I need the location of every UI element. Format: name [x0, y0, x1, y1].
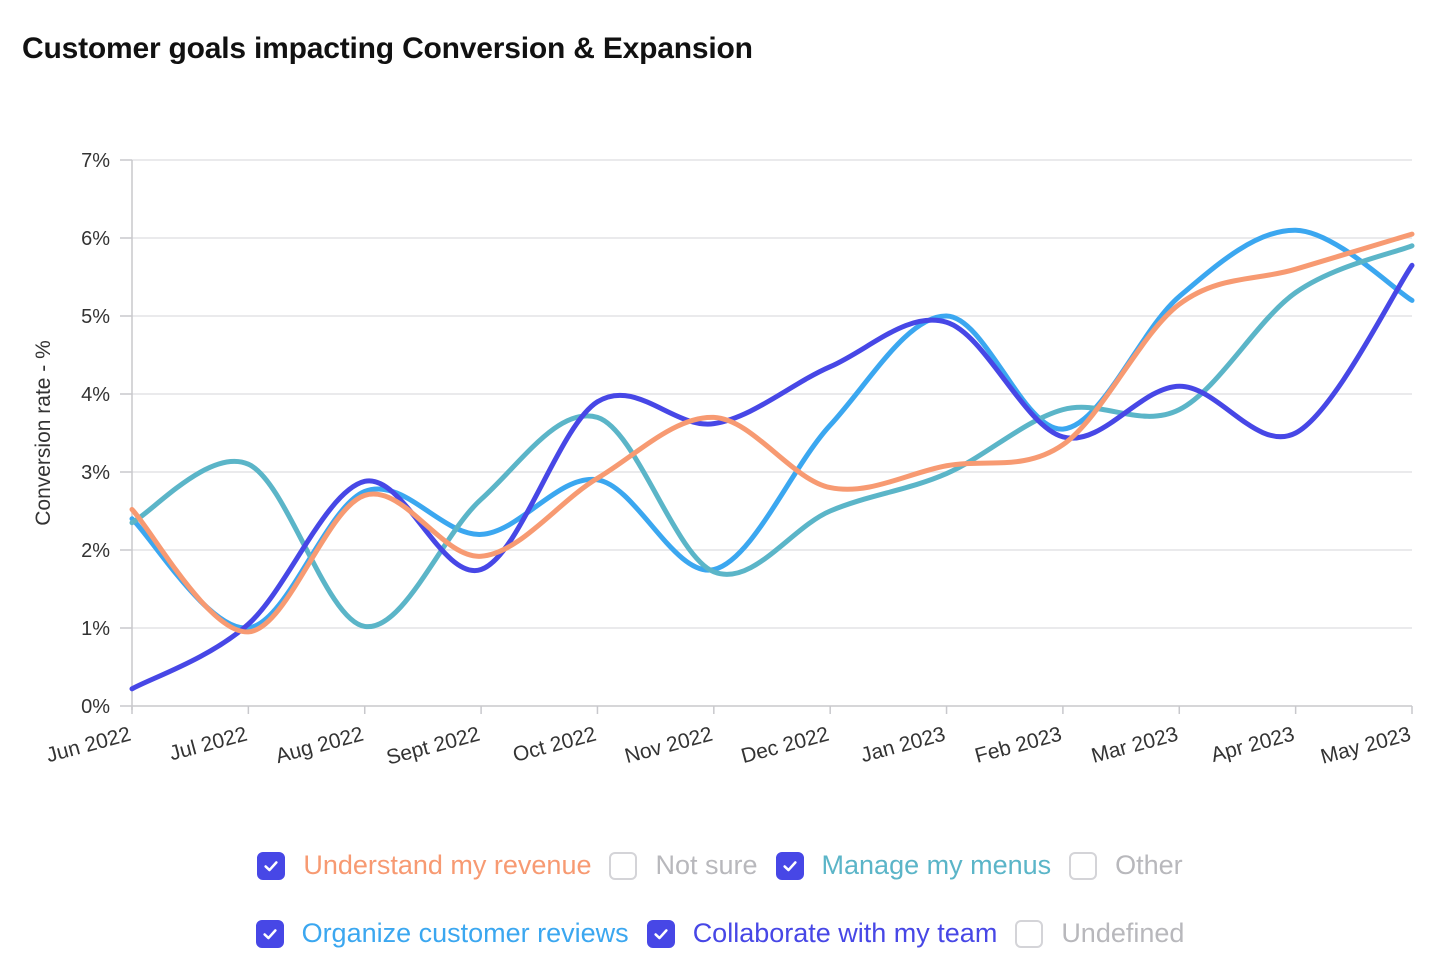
x-tick-label: Sept 2022: [384, 723, 482, 770]
series-line-collaborate-with-my-team: [129, 262, 1415, 692]
chart-title: Customer goals impacting Conversion & Ex…: [22, 32, 753, 65]
x-tick-label: Aug 2022: [273, 723, 366, 768]
series-line-organize-customer-reviews: [129, 227, 1415, 631]
x-tick-label: Dec 2022: [739, 723, 832, 768]
x-tick-label: Nov 2022: [622, 723, 715, 768]
series-lines: [129, 227, 1415, 692]
legend-label: Manage my menus: [821, 850, 1052, 880]
legend-label: Collaborate with my team: [692, 918, 998, 948]
y-tick-label: 1%: [81, 618, 110, 640]
legend-checkbox[interactable]: [646, 919, 675, 948]
legend-item-collaborate-with-my-team[interactable]: Collaborate with my team: [646, 918, 998, 949]
y-tick-label: 4%: [81, 384, 110, 406]
legend-item-other[interactable]: Other: [1069, 850, 1183, 881]
legend-label: Understand my revenue: [303, 850, 592, 880]
y-tick-label: 2%: [81, 540, 110, 562]
y-tick-label: 3%: [81, 462, 110, 484]
axes: [131, 160, 1413, 714]
x-tick-label: Jan 2023: [858, 723, 947, 768]
legend-item-manage-my-menus[interactable]: Manage my menus: [775, 850, 1052, 881]
legend-item-undefined[interactable]: Undefined: [1015, 918, 1184, 949]
x-tick-label: Jun 2022: [44, 723, 133, 768]
y-tick-label: 5%: [81, 306, 110, 328]
series-line-understand-my-revenue: [129, 231, 1415, 635]
y-tick-label: 7%: [81, 150, 110, 172]
x-tick-labels: Jun 2022 Jul 2022 Aug 2022 Sept 2022 Oct 202…: [44, 723, 1413, 770]
series-line-manage-my-menus: [129, 243, 1415, 629]
legend-row-1: Understand my revenue Not sure Manage my m…: [0, 850, 1440, 881]
checkmark-icon: [782, 860, 797, 871]
x-tick-label: Feb 2023: [973, 723, 1065, 768]
checkmark-icon: [264, 860, 278, 871]
legend-checkbox[interactable]: [775, 851, 804, 880]
y-axis-label: Conversion rate - %: [32, 340, 55, 526]
line-chart: 0% 1% 2% 3% 4% 5% 6% 7% Jun 2022 Jul 2022 Aug 202…: [32, 150, 1415, 770]
checkmark-icon: [654, 928, 668, 939]
y-tick-label: 6%: [81, 228, 110, 250]
legend-checkbox[interactable]: [257, 851, 286, 880]
legend-checkbox[interactable]: [609, 851, 638, 880]
legend-label: Organize customer reviews: [301, 918, 629, 948]
legend-label: Undefined: [1061, 918, 1185, 948]
y-tick-labels: 0% 1% 2% 3% 4% 5% 6% 7%: [81, 150, 110, 718]
x-tick-label: Jul 2022: [167, 723, 250, 766]
legend-row-2: Organize customer reviews Collaborate wit…: [0, 918, 1440, 949]
checkmark-icon: [262, 928, 277, 939]
legend-item-organize-customer-reviews[interactable]: Organize customer reviews: [255, 918, 629, 949]
x-tick-label: Oct 2022: [510, 723, 598, 767]
x-tick-label: Apr 2023: [1209, 723, 1297, 767]
legend-label: Other: [1115, 850, 1183, 880]
legend-checkbox[interactable]: [1069, 851, 1098, 880]
grid-lines: [120, 159, 1412, 707]
y-tick-label: 0%: [81, 696, 110, 718]
x-tick-label: Mar 2023: [1089, 723, 1181, 768]
legend-label: Not sure: [655, 850, 758, 880]
legend-checkbox[interactable]: [1015, 919, 1044, 948]
legend-checkbox[interactable]: [255, 919, 284, 948]
x-tick-label: May 2023: [1318, 723, 1413, 769]
legend-item-understand-my-revenue[interactable]: Understand my revenue: [257, 850, 591, 881]
legend-item-not-sure[interactable]: Not sure: [609, 850, 758, 881]
